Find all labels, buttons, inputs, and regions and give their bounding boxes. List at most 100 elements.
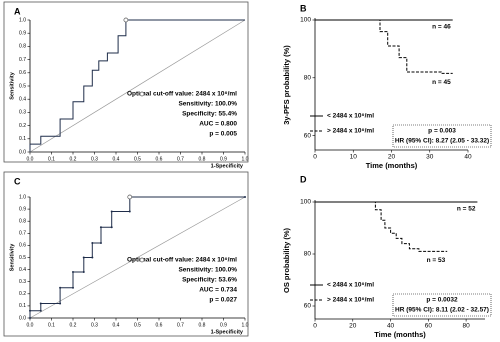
panel-letter: A <box>14 6 21 16</box>
annotation: HR (95% CI): 8.11 (2.02 - 32.57) <box>395 307 489 314</box>
panel-letter: B <box>300 3 307 13</box>
annotation: Optimal cut-off value: 2484 x 10⁹/ml <box>127 91 237 98</box>
x-tick-label: 20 <box>349 323 357 330</box>
y-tick-label: 0.3 <box>19 279 26 285</box>
y-tick-label: 0.4 <box>19 97 26 103</box>
y-tick-label: 0.9 <box>19 206 26 212</box>
annotation: Specificity: 55.4% <box>182 111 237 118</box>
n-label: n = 52 <box>457 206 476 213</box>
roc-point <box>91 241 94 244</box>
annotation: AUC = 0.800 <box>199 121 237 128</box>
y-tick-label: 0.0 <box>19 149 26 155</box>
x-tick-label: 0.1 <box>48 156 55 162</box>
y-tick-label: 0.6 <box>19 70 26 76</box>
annotation: p = 0.0032 <box>426 297 458 304</box>
x-tick-label: 0.1 <box>48 322 55 328</box>
roc-point <box>99 226 102 229</box>
y-tick-label: 0.2 <box>19 123 26 129</box>
y-axis-title: Sensitivity <box>9 71 15 99</box>
roc-point <box>82 271 85 274</box>
y-tick-label: 100 <box>300 199 311 206</box>
y-tick-label: 0.0 <box>19 315 26 321</box>
y-tick-label: 60 <box>304 303 312 310</box>
reference-diagonal <box>29 196 246 319</box>
x-tick-label: 0.7 <box>177 322 184 328</box>
y-tick-label: 1.0 <box>19 17 26 23</box>
y-tick-label: 100 <box>300 17 311 24</box>
x-tick-label: 40 <box>464 154 472 161</box>
y-axis-title: OS probability (%) <box>282 228 291 294</box>
y-tick-label: 0.1 <box>19 136 26 142</box>
panel-letter: D <box>300 174 307 184</box>
annotation: Sensitivity: 100.0% <box>178 101 237 108</box>
y-tick-label: 0.1 <box>19 303 26 309</box>
panel-frame <box>3 171 249 337</box>
y-axis-title: Sensitivity <box>9 243 15 271</box>
legend-label: > 2484 x 10⁹/ml <box>327 297 374 304</box>
roc-point <box>59 286 62 289</box>
x-tick-label: 40 <box>387 323 395 330</box>
x-tick-label: 60 <box>425 323 433 330</box>
annotation: p = 0.003 <box>428 128 456 135</box>
y-tick-label: 0.5 <box>19 255 26 261</box>
legend-label: > 2484 x 10⁹/ml <box>327 128 374 135</box>
x-tick-label: 0.6 <box>156 156 163 162</box>
annotation: Specificity: 53.6% <box>182 277 237 284</box>
x-tick-label: 30 <box>426 154 434 161</box>
y-tick-label: 1.0 <box>19 194 26 200</box>
legend-label: < 2484 x 10⁹/ml <box>327 113 374 120</box>
x-tick-label: 0.9 <box>220 156 227 162</box>
roc-point <box>91 256 94 259</box>
legend-label: < 2484 x 10⁹/ml <box>327 282 374 289</box>
x-tick-label: 0.3 <box>91 156 98 162</box>
x-tick-label: 0.5 <box>134 156 141 162</box>
x-tick-label: 0.8 <box>199 156 206 162</box>
x-tick-label: 0 <box>313 154 317 161</box>
n-label: n = 46 <box>432 24 451 31</box>
roc-point <box>39 302 42 305</box>
annotation-symbol <box>139 257 145 263</box>
x-axis-title: 1-Specificity <box>211 329 244 335</box>
y-tick-label: 60 <box>304 132 312 139</box>
reference-diagonal <box>29 19 246 153</box>
y-axis-title: 3y-PFS probability (%) <box>282 45 291 125</box>
annotation: Optimal cut-off value: 2484 x 10⁹/ml <box>127 257 237 264</box>
roc-point <box>39 309 42 312</box>
x-tick-label: 0.2 <box>70 322 77 328</box>
stats-box <box>392 124 492 148</box>
roc-curve <box>29 19 245 152</box>
annotation: Sensitivity: 100.0% <box>178 267 237 274</box>
x-axis-title: Time (months) <box>366 161 418 170</box>
y-tick-label: 0.6 <box>19 243 26 249</box>
roc-point <box>59 302 62 305</box>
roc-point <box>110 210 113 213</box>
optimal-point <box>123 17 129 23</box>
roc-point <box>244 196 246 198</box>
y-tick-label: 0.7 <box>19 231 26 237</box>
roc-point <box>72 271 74 274</box>
optimal-point <box>127 194 133 200</box>
annotation: p = 0.005 <box>209 131 237 138</box>
y-tick-label: 0.5 <box>19 83 26 89</box>
roc-point <box>29 317 31 319</box>
x-tick-label: 0.9 <box>220 322 227 328</box>
y-tick-label: 0.4 <box>19 267 26 273</box>
panel-frame <box>3 1 249 163</box>
x-tick-label: 0.2 <box>70 156 77 162</box>
x-tick-label: 0.8 <box>199 322 206 328</box>
y-tick-label: 80 <box>304 74 312 81</box>
y-tick-label: 0.7 <box>19 57 26 63</box>
y-tick-label: 0.3 <box>19 110 26 116</box>
n-label: n = 45 <box>432 79 451 86</box>
y-tick-label: 0.9 <box>19 31 26 37</box>
x-tick-label: 1.0 <box>242 322 249 328</box>
x-tick-label: 0.7 <box>177 156 184 162</box>
x-tick-label: 0.4 <box>113 156 120 162</box>
y-tick-label: 0.8 <box>19 44 26 50</box>
roc-point <box>110 226 113 229</box>
x-tick-label: 10 <box>350 154 358 161</box>
survival-curve <box>315 201 448 252</box>
x-tick-label: 80 <box>462 323 470 330</box>
annotation-symbol <box>139 91 145 97</box>
